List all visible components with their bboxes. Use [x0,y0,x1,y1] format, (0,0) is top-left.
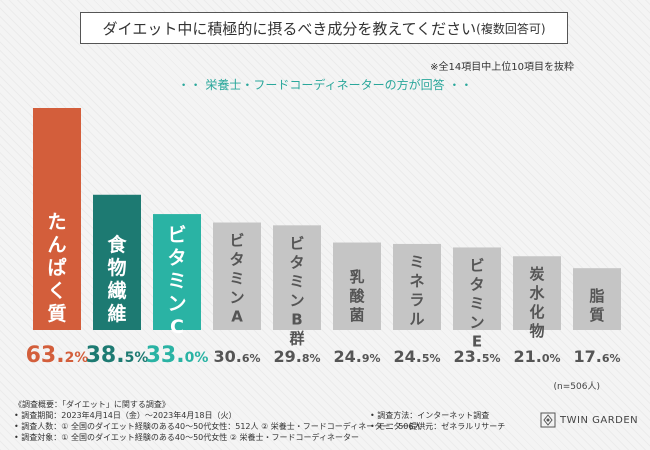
category-label: ビタミン A [229,232,244,326]
selection-note: ※全14項目中上位10項目を抜粋 [430,62,574,73]
value-label: 24.5% [393,347,440,366]
category-label: 乳酸菌 [349,268,365,324]
category-label: たんぱく質 [47,211,66,325]
category-label: ビタミン E [469,256,484,350]
bar [453,247,501,330]
value-label: 23.5% [453,347,500,366]
value-label: 21.0% [513,347,560,366]
logo-text: TWIN GARDEN [560,414,639,426]
bar [393,243,441,330]
value-label: 63.2% [26,343,89,368]
footer-line: • モニター提供元：ゼネラルリサーチ [370,422,506,431]
sample-size-label: (n=506人) [553,382,600,392]
footer-line: • 調査対象：① 全国のダイエット経験のある40〜50代女性 ② 栄養士・フード… [14,433,359,442]
bar [153,214,201,330]
twin-garden-logo: TWIN GARDEN [540,412,638,428]
survey-footer: 《調査概要：「ダイエット」に関する調査》 • 調査期間：2023年4月14日（金… [14,399,505,443]
category-label: ビタミン C [167,224,186,338]
logo-mark-icon [540,412,556,428]
chart-title-box: ダイエット中に積極的に摂るべき成分を教えてください (複数回答可) [80,12,568,44]
chart-title-suffix: (複数回答可) [476,21,546,36]
value-label: 33.0% [146,343,209,368]
bar-chart: たんぱく質 63.2% 食物繊維 38.5% ビタミン C 33.0% ビタミン A 30.6% ビ… [26,108,621,368]
footer-line: • 調査期間：2023年4月14日（金）〜2023年4月18日（火） [14,411,237,420]
value-label: 38.5% [86,343,149,368]
category-label: 炭水化物 [529,265,545,340]
value-label: 17.6% [573,347,620,366]
category-label: 脂質 [589,287,604,324]
footer-line: • 調査人数：① 全国のダイエット経験のある40〜50代女性：512人 ② 栄養… [14,422,422,431]
value-label: 24.9% [333,347,380,366]
footer-line: 《調査概要：「ダイエット」に関する調査》 [14,400,170,409]
category-label: ビタミン B 群 [289,234,304,347]
value-label: 30.6% [213,347,260,366]
category-label: ミネラル [409,253,424,328]
bar [93,194,141,330]
category-label: 食物繊維 [107,233,127,325]
chart-title: ダイエット中に積極的に摂るべき成分を教えてください [102,19,477,38]
value-label: 29.8% [273,347,320,366]
bar [333,242,381,330]
bar [213,222,261,330]
bar [573,268,621,330]
bar [273,225,321,330]
footer-right-column: • 調査方法：インターネット調査 • モニター提供元：ゼネラルリサーチ [370,410,505,432]
bar [513,256,561,330]
bar [33,108,81,330]
respondent-label: ・・ 栄養士・フードコーディネーターの方が回答 ・・ [177,78,473,92]
footer-line: • 調査方法：インターネット調査 [370,411,490,420]
